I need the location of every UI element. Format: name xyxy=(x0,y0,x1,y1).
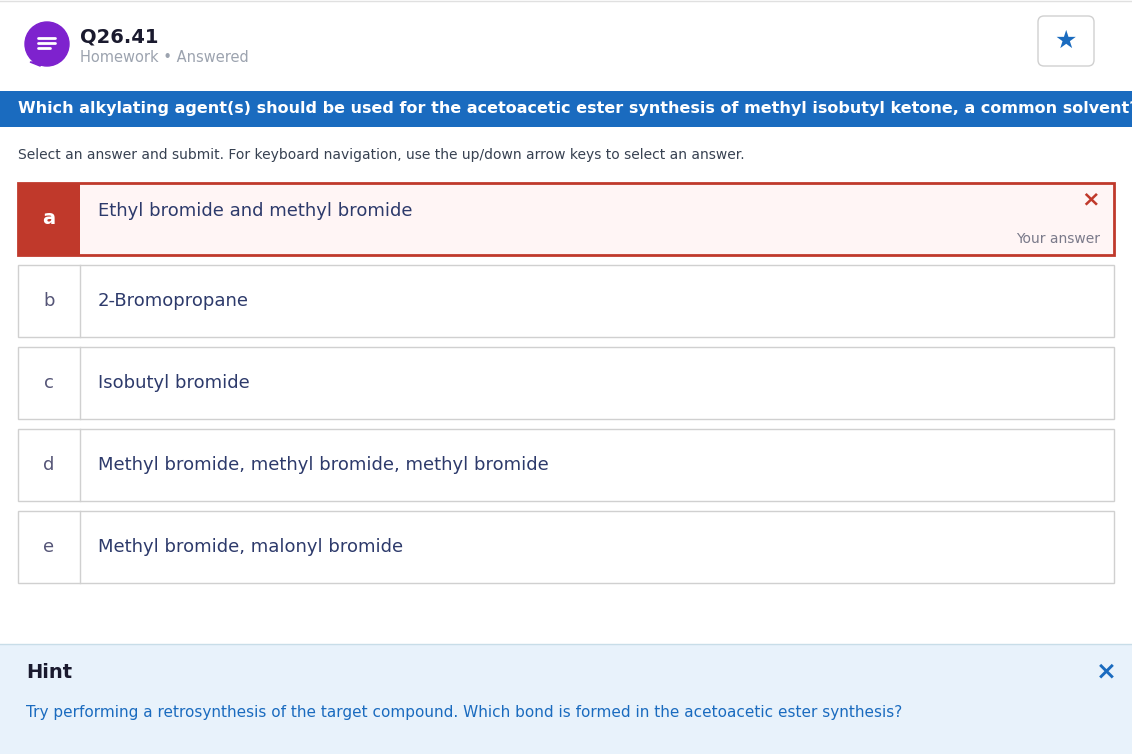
Text: 2-Bromopropane: 2-Bromopropane xyxy=(98,292,249,310)
Text: Try performing a retrosynthesis of the target compound. Which bond is formed in : Try performing a retrosynthesis of the t… xyxy=(26,704,902,719)
Text: Your answer: Your answer xyxy=(1017,232,1100,246)
Bar xyxy=(18,183,80,255)
Text: d: d xyxy=(43,456,54,474)
FancyBboxPatch shape xyxy=(1038,16,1094,66)
Text: ×: × xyxy=(1081,189,1100,209)
Bar xyxy=(18,183,1114,255)
Text: Hint: Hint xyxy=(26,663,72,682)
Text: b: b xyxy=(43,292,54,310)
Text: Homework • Answered: Homework • Answered xyxy=(80,50,249,65)
Text: ×: × xyxy=(1096,660,1116,684)
Text: a: a xyxy=(42,210,55,228)
Text: Which alkylating agent(s) should be used for the acetoacetic ester synthesis of : Which alkylating agent(s) should be used… xyxy=(18,102,1132,117)
Bar xyxy=(18,347,1114,419)
Text: ★: ★ xyxy=(1055,29,1078,53)
Text: Methyl bromide, malonyl bromide: Methyl bromide, malonyl bromide xyxy=(98,538,403,556)
Bar xyxy=(0,91,1132,127)
Text: Methyl bromide, methyl bromide, methyl bromide: Methyl bromide, methyl bromide, methyl b… xyxy=(98,456,549,474)
Text: e: e xyxy=(43,538,54,556)
Text: Ethyl bromide and methyl bromide: Ethyl bromide and methyl bromide xyxy=(98,202,412,220)
Circle shape xyxy=(25,22,69,66)
Text: c: c xyxy=(44,374,54,392)
Bar xyxy=(0,644,1132,754)
Bar xyxy=(18,265,1114,337)
Text: Q26.41: Q26.41 xyxy=(80,27,158,47)
Bar xyxy=(18,511,1114,583)
Bar xyxy=(18,429,1114,501)
Polygon shape xyxy=(31,62,44,66)
Text: Isobutyl bromide: Isobutyl bromide xyxy=(98,374,250,392)
Text: Select an answer and submit. For keyboard navigation, use the up/down arrow keys: Select an answer and submit. For keyboar… xyxy=(18,148,745,162)
